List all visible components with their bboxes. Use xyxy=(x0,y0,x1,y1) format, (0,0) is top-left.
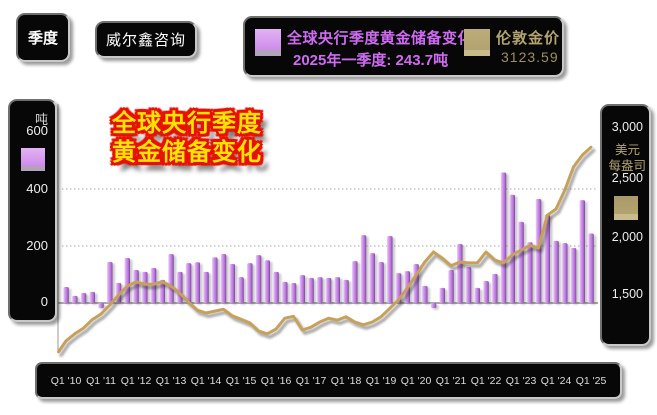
x-axis-label: Q1 '24 xyxy=(540,375,572,387)
bar-2019Q1 xyxy=(378,261,384,303)
right-axis-tick-2000: 2,000 xyxy=(611,230,643,244)
legend-gold-price-value: 3123.59 xyxy=(501,49,559,65)
bar-2016Q1 xyxy=(273,271,279,303)
x-axis-label: Q1 '23 xyxy=(505,375,537,387)
x-axis-label: Q1 '15 xyxy=(225,375,257,387)
chart-title-line1: 全球央行季度 xyxy=(112,110,262,137)
bar-2010Q2 xyxy=(72,295,78,303)
bar-2014Q3 xyxy=(220,253,227,303)
x-axis-label: Q1 '12 xyxy=(120,375,152,387)
bar-2016Q2 xyxy=(282,281,288,303)
bar-2011Q2 xyxy=(107,261,113,303)
bar-2014Q4 xyxy=(229,263,235,303)
left-axis-swatch-icon xyxy=(21,148,45,171)
left-axis-tick-200: 200 xyxy=(26,238,48,253)
bar-2017Q2 xyxy=(317,277,323,303)
bar-2024Q2 xyxy=(562,243,568,303)
bar-2021Q2 xyxy=(457,244,463,303)
x-axis-label: Q1 '13 xyxy=(155,375,187,387)
left-axis-unit: 吨 xyxy=(34,112,48,127)
x-axis-label: Q1 '20 xyxy=(400,375,432,387)
bar-2021Q3 xyxy=(465,267,472,303)
bar-2023Q2 xyxy=(527,242,533,303)
x-axis-label: Q1 '25 xyxy=(575,375,607,387)
brand-label: 威尔鑫咨询 xyxy=(105,32,186,49)
gold-price-swatch-icon xyxy=(464,29,490,56)
bar-2014Q2 xyxy=(212,257,218,303)
x-axis-label: Q1 '18 xyxy=(330,375,362,387)
bar-2015Q4 xyxy=(264,260,270,303)
left-axis-panel: 吨 600 400 200 0 xyxy=(8,99,57,322)
bar-2010Q4 xyxy=(89,291,95,303)
x-axis-label: Q1 '21 xyxy=(435,375,467,387)
x-axis-label: Q1 '14 xyxy=(190,375,222,387)
bar-2013Q2 xyxy=(177,271,183,303)
period-button-label: 季度 xyxy=(27,30,58,47)
bar-2010Q3 xyxy=(80,293,87,303)
chart-title-line2: 黄金储备变化 xyxy=(112,139,262,166)
legend-gold-reserves-subtitle: 2025年一季度: 243.7吨 xyxy=(293,52,449,69)
bar-2015Q2 xyxy=(247,263,253,303)
bar-2022Q1 xyxy=(483,281,489,303)
bar-2011Q1 xyxy=(98,303,104,309)
x-axis-label: Q1 '17 xyxy=(295,375,327,387)
bar-2023Q1 xyxy=(518,221,524,303)
gold-reserves-swatch-icon xyxy=(255,29,281,56)
right-axis-unit-line2: 每盎司 xyxy=(608,159,646,173)
x-axis-label: Q1 '16 xyxy=(260,375,292,387)
brand-box: 威尔鑫咨询 xyxy=(95,21,197,58)
bar-2020Q2 xyxy=(422,285,428,303)
bar-2013Q1 xyxy=(168,253,174,303)
bar-2024Q4 xyxy=(579,200,585,303)
bar-2017Q1 xyxy=(308,277,314,303)
bar-2016Q4 xyxy=(299,275,305,303)
bar-2014Q1 xyxy=(203,271,209,303)
bar-2018Q1 xyxy=(343,279,349,303)
right-axis-swatch-icon xyxy=(614,196,638,220)
period-button[interactable]: 季度 xyxy=(16,13,70,62)
bar-2020Q4 xyxy=(439,287,445,303)
x-axis-label: Q1 '10 xyxy=(50,375,82,387)
right-axis-tick-2500: 2,500 xyxy=(611,171,643,185)
chart-title: 全球央行季度 黄金储备变化 xyxy=(112,109,262,167)
x-axis-bar: Q1 '10 Q1 '11 Q1 '12 Q1 '13 Q1 '14 Q1 '15 Q1 '… xyxy=(35,362,622,399)
x-axis-label: Q1 '22 xyxy=(470,375,502,387)
legend-gold-reserves-title: 全球央行季度黄金储备变化 xyxy=(287,30,474,47)
left-axis-tick-0: 0 xyxy=(40,294,48,309)
legend-box: 全球央行季度黄金储备变化 2025年一季度: 243.7吨 伦敦金价 3123.… xyxy=(243,16,564,77)
bar-2016Q3 xyxy=(290,283,297,303)
bar-2024Q1 xyxy=(553,240,559,303)
x-axis-label: Q1 '19 xyxy=(365,375,397,387)
legend-gold-price-title: 伦敦金价 xyxy=(496,30,561,47)
x-axis-label: Q1 '11 xyxy=(86,375,116,387)
bar-2018Q4 xyxy=(369,253,375,303)
bar-2022Q3 xyxy=(500,172,507,303)
right-axis-tick-3000: 3,000 xyxy=(611,120,643,134)
left-axis-tick-600: 600 xyxy=(26,123,48,138)
bar-2019Q2 xyxy=(387,236,393,303)
bar-2010Q1 xyxy=(63,287,69,303)
bar-2013Q4 xyxy=(194,262,200,303)
right-axis-unit-line1: 美元 xyxy=(614,143,640,157)
right-axis-tick-1500: 1,500 xyxy=(611,287,643,301)
bar-2018Q2 xyxy=(352,261,358,303)
bar-2013Q3 xyxy=(185,263,192,303)
bar-2018Q3 xyxy=(360,235,367,303)
bar-2022Q2 xyxy=(492,273,498,303)
right-axis-panel: 3,000 美元 每盎司 2,500 2,000 1,500 xyxy=(600,104,651,346)
bar-2020Q3 xyxy=(430,303,437,309)
bar-2017Q4 xyxy=(334,277,340,303)
bar-2021Q1 xyxy=(448,269,454,303)
bar-2015Q3 xyxy=(255,255,262,303)
left-axis-tick-400: 400 xyxy=(26,181,48,196)
bar-2021Q4 xyxy=(474,287,480,303)
bar-2024Q3 xyxy=(570,247,577,303)
bar-2015Q1 xyxy=(238,277,244,303)
bar-2022Q4 xyxy=(509,194,515,303)
bar-2017Q3 xyxy=(325,277,332,303)
bar-2025Q1 xyxy=(588,233,594,303)
gold-price-line xyxy=(57,145,593,354)
